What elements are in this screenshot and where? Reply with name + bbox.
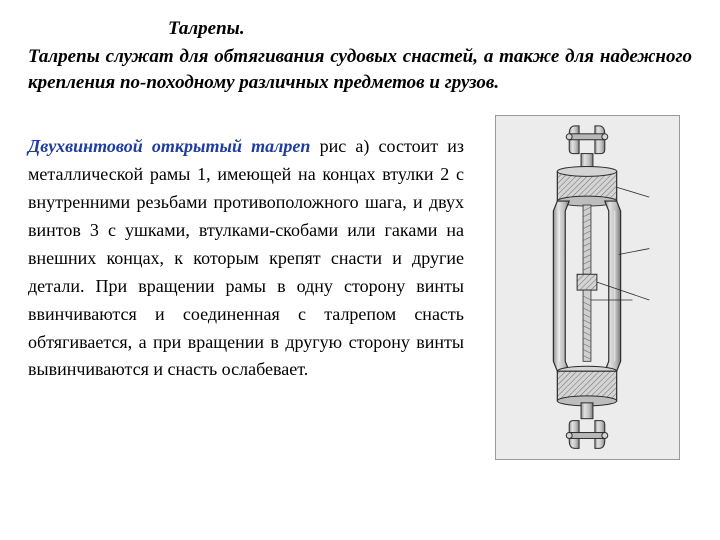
body-paragraph: Двухвинтовой открытый талреп рис а) сост…: [28, 133, 464, 384]
figure-column: а) 2 1 3 2: [482, 115, 692, 460]
intro-paragraph: Талрепы служат для обтягивания судовых с…: [28, 44, 692, 95]
bottom-bushing: [557, 367, 616, 407]
lead-term: Двухвинтовой открытый талреп: [28, 136, 310, 156]
body-rest: рис а) состоит из металлической рамы 1, …: [28, 136, 464, 379]
content-row: Двухвинтовой открытый талреп рис а) сост…: [28, 115, 692, 460]
body-column: Двухвинтовой открытый талреп рис а) сост…: [28, 115, 482, 402]
heading-title: Талрепы.: [168, 18, 692, 40]
top-bushing: [557, 167, 616, 207]
turnbuckle-illustration: [496, 116, 679, 457]
page: Талрепы. Талрепы служат для обтягивания …: [0, 0, 720, 540]
figure-turnbuckle: а) 2 1 3 2: [495, 115, 680, 460]
